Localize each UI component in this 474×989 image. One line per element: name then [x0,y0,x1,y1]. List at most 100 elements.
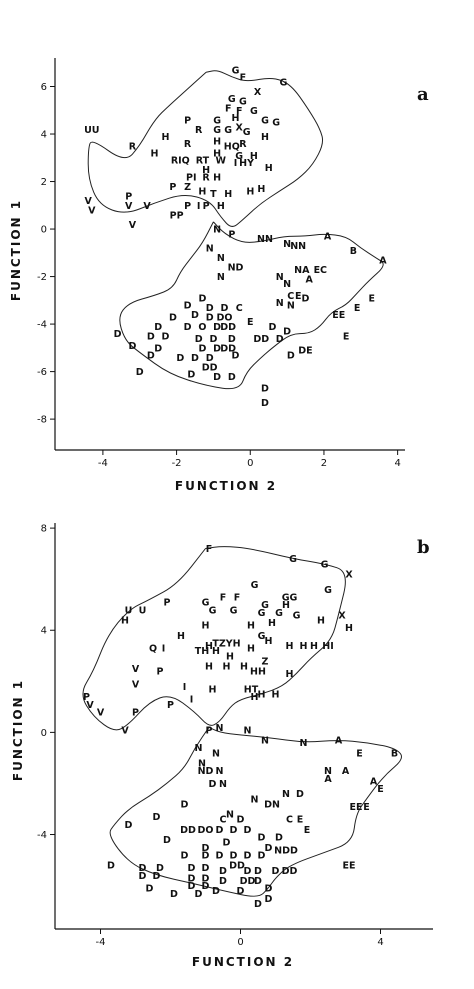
data-point-label: D [184,301,192,312]
data-point-label: D [202,881,210,892]
data-point-label: D [198,294,206,305]
data-point-label: D [188,863,196,874]
data-point-label: N [324,766,332,777]
data-point-label: H [251,692,259,703]
data-point-label: D [219,866,227,877]
data-point-label: H [217,201,225,212]
data-point-label: D [258,850,266,861]
data-point-label: N [212,748,220,759]
data-point-label: F [220,593,227,604]
data-point-label: A [324,774,332,785]
data-point-label: A [306,274,314,285]
data-point-label: HT [244,685,259,696]
y-tick-label: -4 [37,320,47,331]
data-point-label: D [283,327,291,338]
data-point-label: A [335,736,343,747]
y-tick-label: 0 [41,728,47,739]
x-axis-title: FUNCTION 2 [192,955,294,969]
data-point-label: H [265,636,273,647]
data-point-label: D [254,866,262,877]
data-point-label: D [237,815,245,826]
data-point-label: D [261,398,269,409]
data-point-label: N [195,743,203,754]
data-point-label: D [213,322,221,333]
data-point-label: O [198,322,206,333]
data-point-label: DN [264,799,280,810]
data-point-label: F [236,106,243,117]
data-point-label: D [221,303,229,314]
data-point-label: G [202,598,210,609]
data-point-label: DE [298,346,312,357]
x-tick-label: -2 [172,458,182,469]
data-point-label: D [202,843,210,854]
data-point-label: G [293,610,301,621]
data-point-label: E [297,815,304,826]
data-point-label: DD [253,334,269,345]
group-boundary-upper [82,546,346,731]
data-point-label: DD [282,866,298,877]
data-point-label: D [206,353,214,364]
data-point-label: H [257,184,265,195]
data-point-label: D [184,322,192,333]
data-point-label: H [246,187,254,198]
data-point-label: D [302,294,310,305]
data-point-label: D [223,838,231,849]
x-tick-label: 0 [237,937,243,948]
data-point-label: EE [332,310,345,321]
data-point-label: E [343,332,350,343]
data-point-label: TH [195,646,209,657]
data-point-label: D [275,833,283,844]
data-point-label: N [213,225,221,236]
data-point-label: H [265,163,273,174]
y-axis-title: FUNCTION 1 [9,199,23,301]
data-point-label: D [202,873,210,884]
data-point-label: D [206,313,214,324]
data-point-label: DO [217,313,233,324]
data-point-label: E [247,317,254,328]
data-point-label: D [265,843,273,854]
data-point-label: H [213,172,221,183]
y-tick-label: -2 [37,272,47,283]
data-point-label: P [164,598,171,609]
data-point-label: G [213,115,221,126]
y-tick-label: 2 [41,177,47,188]
data-point-label: DD [220,343,236,354]
data-point-label: N [287,301,295,312]
data-point-label: D [181,799,189,810]
y-tick-label: 6 [41,82,47,93]
data-point-label: N [206,244,214,255]
data-point-label: F [225,103,232,114]
data-point-label: H [300,641,308,652]
data-point-label: Z [184,182,191,193]
data-point-label: G [224,125,232,136]
data-point-label: U [125,605,133,616]
data-point-label: E [304,825,311,836]
data-point-label: C [287,291,294,302]
data-point-label: G [275,608,283,619]
data-point-label: G [261,115,269,126]
data-point-label: D [272,866,280,877]
data-point-label: N [217,272,225,283]
data-point-label: N [283,239,291,250]
data-point-label: GG [282,593,298,604]
data-point-label: RT [196,156,210,167]
data-point-label: D [163,835,171,846]
data-point-label: DD [240,876,256,887]
data-point-label: D [170,889,178,900]
data-point-label: H [258,690,266,701]
data-point-label: H [247,621,255,632]
data-point-label: I [183,682,187,693]
data-point-label: N [251,794,259,805]
data-point-label: D [107,861,115,872]
data-point-label: D [254,876,262,887]
data-point-label: D [268,322,276,333]
data-point-label: G [243,127,251,138]
data-point-label: G [239,96,247,107]
data-point-label: D [114,329,122,340]
data-point-label: G [261,600,269,611]
data-point-label: D [276,334,284,345]
data-point-label: V [121,725,129,736]
panel-label: a [417,84,429,105]
data-point-label: D [261,384,269,395]
data-point-label: G [258,608,266,619]
